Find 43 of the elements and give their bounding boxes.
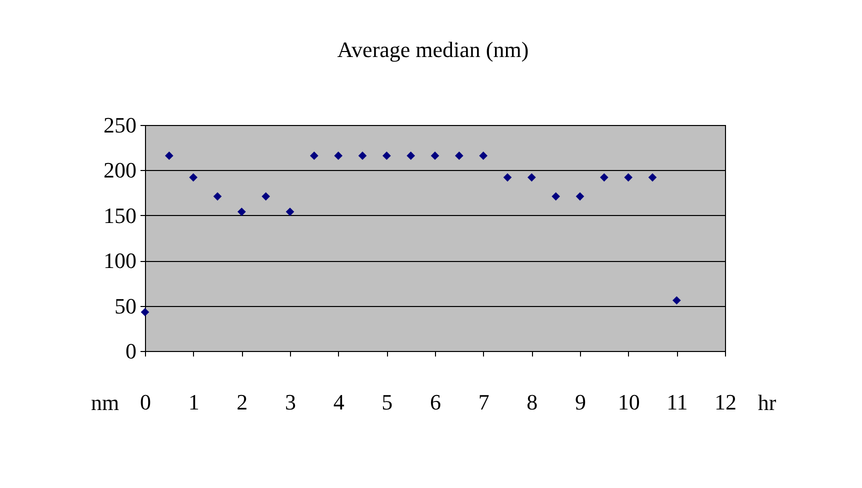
x-tick-label: 7 <box>478 390 490 414</box>
x-tick-label: 6 <box>430 390 441 414</box>
point <box>406 152 416 160</box>
point <box>624 173 633 182</box>
x-tick-label: 3 <box>285 390 296 414</box>
point <box>430 152 440 160</box>
point <box>237 208 246 216</box>
y-tick-label: 200 <box>104 158 136 183</box>
x-tick-label: 12 <box>714 390 736 414</box>
point <box>164 152 174 160</box>
point <box>382 152 391 160</box>
x-tick-label: 5 <box>382 390 393 414</box>
point <box>334 152 343 160</box>
point <box>576 192 584 201</box>
point <box>262 192 270 201</box>
point <box>286 208 294 216</box>
point <box>648 173 657 182</box>
y-tick-label: 50 <box>114 293 136 318</box>
x-tick-label: 8 <box>526 390 538 414</box>
y-tick-label: 0 <box>126 338 136 364</box>
x-tick-label: 4 <box>333 390 344 414</box>
x-tick-label: 2 <box>236 390 248 414</box>
y-axis-title: nm <box>90 390 120 415</box>
chart-title: Average median (nm) <box>337 37 529 62</box>
x-tick-label: 11 <box>666 390 688 414</box>
point <box>672 296 681 305</box>
point <box>479 152 488 160</box>
point <box>527 173 536 182</box>
y-tick-label: 150 <box>104 202 136 228</box>
x-tick-label: 9 <box>575 390 586 414</box>
point <box>189 173 198 182</box>
point <box>552 192 560 201</box>
point <box>213 192 222 201</box>
point <box>454 152 464 160</box>
x-tick-label: 1 <box>188 390 200 414</box>
y-tick-label: 250 <box>104 112 136 138</box>
point <box>600 173 608 182</box>
point <box>358 152 367 160</box>
x-tick-label: 10 <box>618 390 640 414</box>
x-axis-title: hr <box>758 390 777 415</box>
point <box>503 173 512 182</box>
point <box>310 152 318 160</box>
y-tick-label: 100 <box>104 248 136 274</box>
